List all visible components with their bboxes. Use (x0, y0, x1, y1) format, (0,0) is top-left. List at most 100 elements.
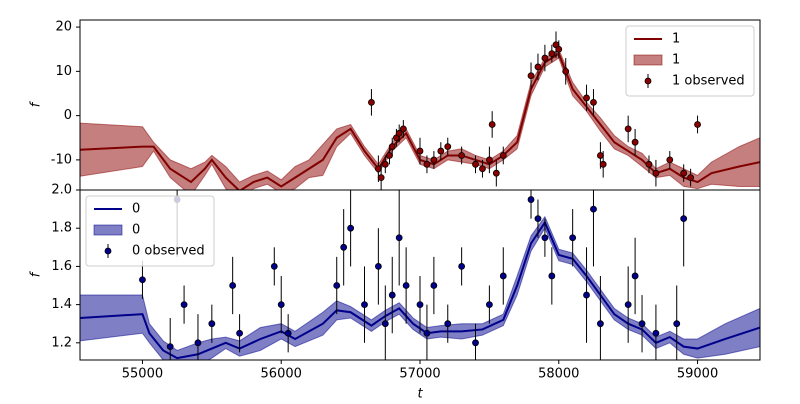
observed-point (583, 291, 590, 299)
observed-point (180, 301, 188, 309)
observed-point (541, 234, 549, 242)
observed-point (652, 329, 660, 337)
observed-point (194, 339, 202, 347)
observed-point (437, 147, 445, 155)
observed-point (347, 224, 355, 232)
y-tick-label: 1.4 (51, 297, 72, 312)
observed-point (555, 45, 563, 53)
legend-patch (93, 224, 123, 236)
x-tick-label: 58000 (538, 367, 579, 382)
x-tick-label: 57000 (399, 367, 440, 382)
observed-point (472, 160, 479, 168)
observed-point (534, 215, 542, 223)
observed-point (673, 320, 681, 328)
observed-point (388, 291, 396, 299)
observed-point (430, 282, 438, 289)
y-tick-label: 10 (55, 64, 72, 79)
observed-point (548, 272, 556, 280)
x-tick-label: 59000 (677, 367, 718, 382)
observed-point (381, 320, 389, 328)
observed-point (333, 282, 341, 289)
observed-point (499, 152, 507, 159)
y-tick-label: 20 (55, 20, 72, 35)
observed-point (624, 125, 632, 133)
x-tick-label: 56000 (261, 367, 302, 382)
legend-marker (644, 77, 652, 85)
legend-label: 0 (132, 223, 140, 238)
observed-point (590, 98, 597, 106)
observed-point (395, 129, 403, 137)
observed-point (488, 121, 496, 128)
observed-point (139, 276, 146, 284)
observed-point (694, 121, 701, 128)
observed-point (485, 156, 493, 164)
y-tick-label: 1.6 (51, 259, 72, 274)
observed-point (381, 160, 389, 168)
y-tick-label: -10 (51, 152, 72, 167)
plot-area (80, 31, 760, 190)
observed-point (377, 174, 385, 182)
observed-point (583, 94, 590, 102)
observed-point (599, 160, 607, 168)
plot-area (80, 190, 760, 360)
observed-point (562, 67, 570, 75)
y-tick-label: 2.0 (51, 183, 72, 198)
observed-point (361, 301, 368, 309)
x-axis-label: t (417, 387, 423, 401)
observed-point (458, 263, 466, 270)
legend-label: 1 (672, 32, 680, 47)
observed-point (527, 72, 535, 80)
observed-point (631, 138, 639, 146)
observed-point (680, 169, 688, 177)
observed-point (430, 156, 438, 164)
observed-point (444, 320, 452, 328)
observed-point (458, 152, 466, 159)
legend-label: 0 (132, 202, 140, 217)
observed-point (479, 165, 486, 173)
observed-point (340, 243, 348, 251)
observed-point (374, 263, 382, 270)
observed-point (597, 320, 604, 328)
observed-point (541, 54, 549, 62)
legend-box (625, 25, 755, 97)
observed-point (423, 329, 431, 337)
observed-point (624, 301, 632, 309)
observed-point (492, 169, 500, 177)
observed-point (374, 165, 382, 173)
observed-point (229, 282, 237, 289)
observed-point (631, 272, 639, 280)
observed-point (236, 329, 243, 337)
observed-point (386, 152, 393, 159)
observed-point (277, 301, 285, 309)
observed-point (638, 320, 646, 328)
observed-point (569, 234, 577, 242)
observed-point (666, 156, 674, 164)
observed-point (472, 339, 479, 347)
legend-label: 0 observed (132, 244, 205, 259)
observed-point (416, 301, 424, 309)
observed-point (652, 169, 660, 177)
observed-point (402, 282, 410, 289)
observed-point (485, 301, 493, 309)
y-tick-label: 1.2 (51, 335, 72, 350)
observed-point (368, 98, 375, 106)
observed-point (527, 196, 535, 203)
observed-point (395, 234, 403, 242)
observed-point (534, 63, 542, 71)
observed-point (597, 152, 604, 159)
observed-point (416, 147, 424, 155)
observed-point (645, 160, 653, 168)
observed-point (444, 143, 452, 151)
legend-label: 1 (672, 53, 680, 68)
observed-point (166, 343, 174, 351)
observed-point (590, 205, 597, 213)
y-axis-label: f (29, 270, 44, 277)
observed-point (399, 125, 407, 133)
observed-point (208, 320, 216, 328)
observed-point (284, 329, 292, 337)
y-axis-label: f (29, 100, 44, 107)
y-tick-label: 0 (64, 108, 72, 123)
x-tick-label: 55000 (122, 367, 163, 382)
observed-point (499, 272, 507, 280)
